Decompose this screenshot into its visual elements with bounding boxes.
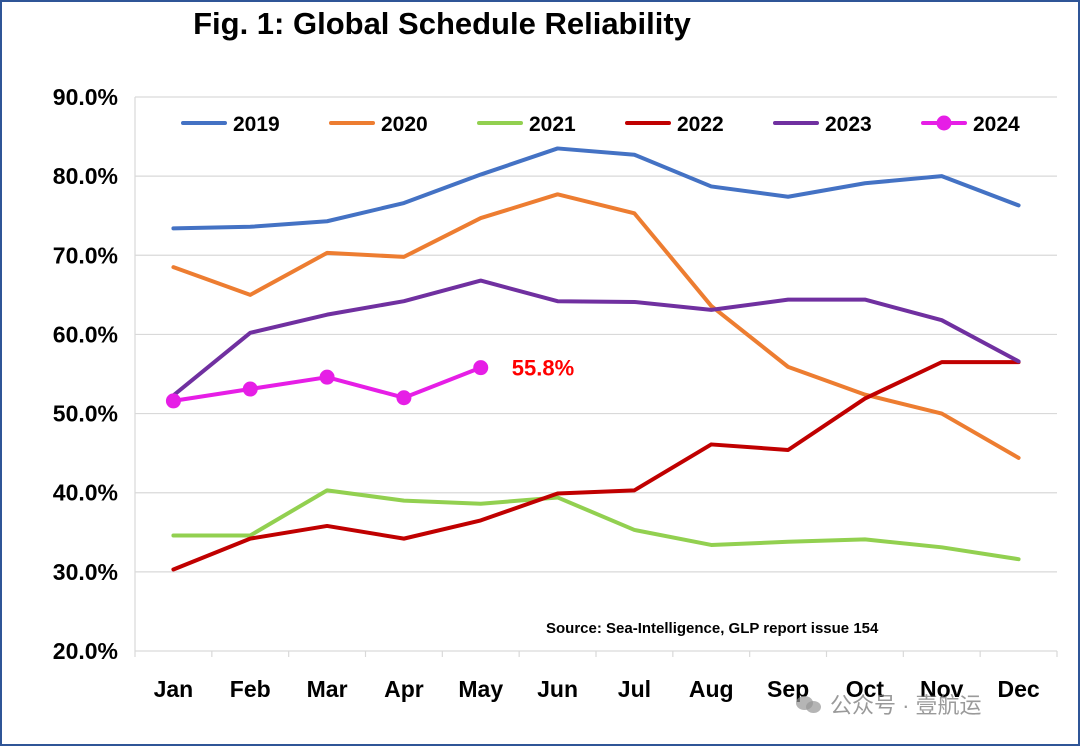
- watermark-text: 公众号 · 壹航运: [830, 693, 982, 718]
- data-point-2024: [319, 369, 335, 385]
- legend-label-2023: 2023: [825, 113, 872, 136]
- data-point-2024: [242, 381, 258, 397]
- legend-label-2020: 2020: [381, 113, 428, 136]
- x-tick-label: Feb: [230, 676, 271, 702]
- series-line-2023: [171, 278, 1021, 398]
- chart-title: Fig. 1: Global Schedule Reliability: [193, 6, 691, 41]
- y-axis: 20.0% 30.0% 40.0% 50.0% 60.0% 70.0% 80.0% 90.0%: [53, 84, 136, 664]
- y-tick-label: 80.0%: [53, 163, 118, 189]
- source-note: Source: Sea-Intelligence, GLP report iss…: [546, 620, 879, 637]
- x-tick-label: Mar: [307, 676, 348, 702]
- y-tick-label: 20.0%: [53, 638, 118, 664]
- legend-label-2024: 2024: [973, 113, 1020, 136]
- y-tick-label: 70.0%: [53, 242, 118, 268]
- legend-label-2022: 2022: [677, 113, 724, 136]
- series-line-2021: [171, 488, 1021, 562]
- legend: 2019 2020 2021 2022 2023 2024: [181, 113, 1020, 136]
- data-point-2024: [165, 393, 181, 409]
- x-tick-label: Aug: [689, 676, 734, 702]
- x-tick-label: Jul: [618, 676, 651, 702]
- series-line-2022: [171, 360, 1021, 572]
- legend-marker-2024: [936, 115, 952, 131]
- y-tick-label: 60.0%: [53, 321, 118, 347]
- legend-label-2021: 2021: [529, 113, 576, 136]
- x-tick-label: Dec: [997, 676, 1039, 702]
- y-tick-label: 90.0%: [53, 84, 118, 110]
- x-tick-label: Oct: [846, 676, 885, 702]
- x-tick-label: May: [458, 676, 503, 702]
- x-tick-label: Nov: [920, 676, 964, 702]
- legend-label-2019: 2019: [233, 113, 280, 136]
- annotation-label: 55.8%: [512, 356, 574, 381]
- watermark: 公众号 · 壹航运: [796, 688, 982, 720]
- data-point-2024: [473, 360, 489, 376]
- y-tick-label: 30.0%: [53, 559, 118, 585]
- wechat-logo-icon: [796, 694, 822, 714]
- x-tick-label: Jun: [537, 676, 578, 702]
- x-axis: Jan Feb Mar Apr May Jun Jul Aug Sep Oct Nov Dec: [134, 651, 1058, 702]
- y-tick-label: 50.0%: [53, 401, 118, 427]
- x-tick-label: Apr: [384, 676, 424, 702]
- x-tick-label: Jan: [154, 676, 194, 702]
- series-lines: [165, 146, 1021, 572]
- series-line-2019: [171, 146, 1021, 231]
- y-tick-label: 40.0%: [53, 480, 118, 506]
- data-point-2024: [396, 390, 412, 406]
- annotations: 55.8% Source: Sea-Intelligence, GLP repor…: [512, 356, 879, 637]
- series-line-2020: [171, 192, 1021, 460]
